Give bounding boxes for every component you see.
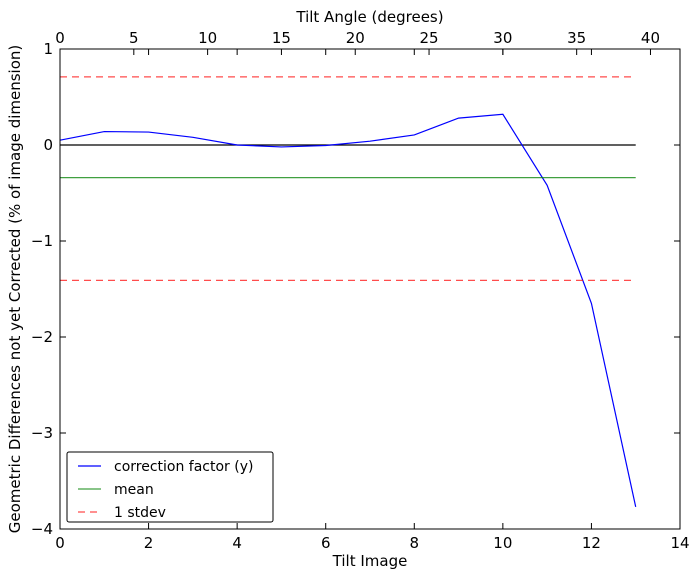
y-tick-label-3: −2	[31, 328, 53, 346]
x2-tick-label-8: 40	[641, 29, 660, 47]
legend-label-0: correction factor (y)	[114, 459, 253, 475]
x-axis-label: Tilt Image	[332, 552, 408, 570]
y-tick-label-2: −1	[31, 232, 53, 250]
x-tick-label-5: 10	[493, 534, 512, 552]
x-tick-label-6: 12	[582, 534, 601, 552]
series-line-0	[59, 113, 637, 508]
y-tick-label-4: −3	[31, 424, 53, 442]
x2-tick-label-2: 10	[198, 29, 217, 47]
top-axis-label: Tilt Angle (degrees)	[295, 8, 443, 26]
x-tick-label-1: 2	[144, 534, 154, 552]
x-tick-label-0: 0	[55, 534, 65, 552]
x-tick-label-7: 14	[670, 534, 689, 552]
x2-tick-label-5: 25	[420, 29, 439, 47]
y-tick-label-5: −4	[31, 520, 53, 538]
x2-tick-label-7: 35	[567, 29, 586, 47]
legend-items: correction factor (y) mean 1 stdev	[78, 459, 253, 521]
legend: correction factor (y) mean 1 stdev	[66, 451, 274, 523]
x-tick-label-4: 8	[410, 534, 420, 552]
x2-tick-label-4: 20	[346, 29, 365, 47]
x-tick-label-3: 6	[321, 534, 331, 552]
legend-box	[66, 451, 274, 523]
y-tick-label-0: 1	[43, 40, 53, 58]
x2-tick-label-6: 30	[493, 29, 512, 47]
x2-tick-label-3: 15	[272, 29, 291, 47]
legend-label-1: mean	[114, 482, 154, 498]
x2-tick-label-0: 0	[55, 29, 65, 47]
x2-tick-label-1: 5	[129, 29, 139, 47]
legend-label-2: 1 stdev	[114, 505, 166, 521]
plot-frame	[59, 48, 681, 530]
x-tick-label-2: 4	[232, 534, 242, 552]
series-layer	[59, 76, 637, 508]
y-tick-label-1: 0	[43, 136, 53, 154]
y-axis-label: Geometric Differences not yet Corrected …	[6, 45, 24, 534]
